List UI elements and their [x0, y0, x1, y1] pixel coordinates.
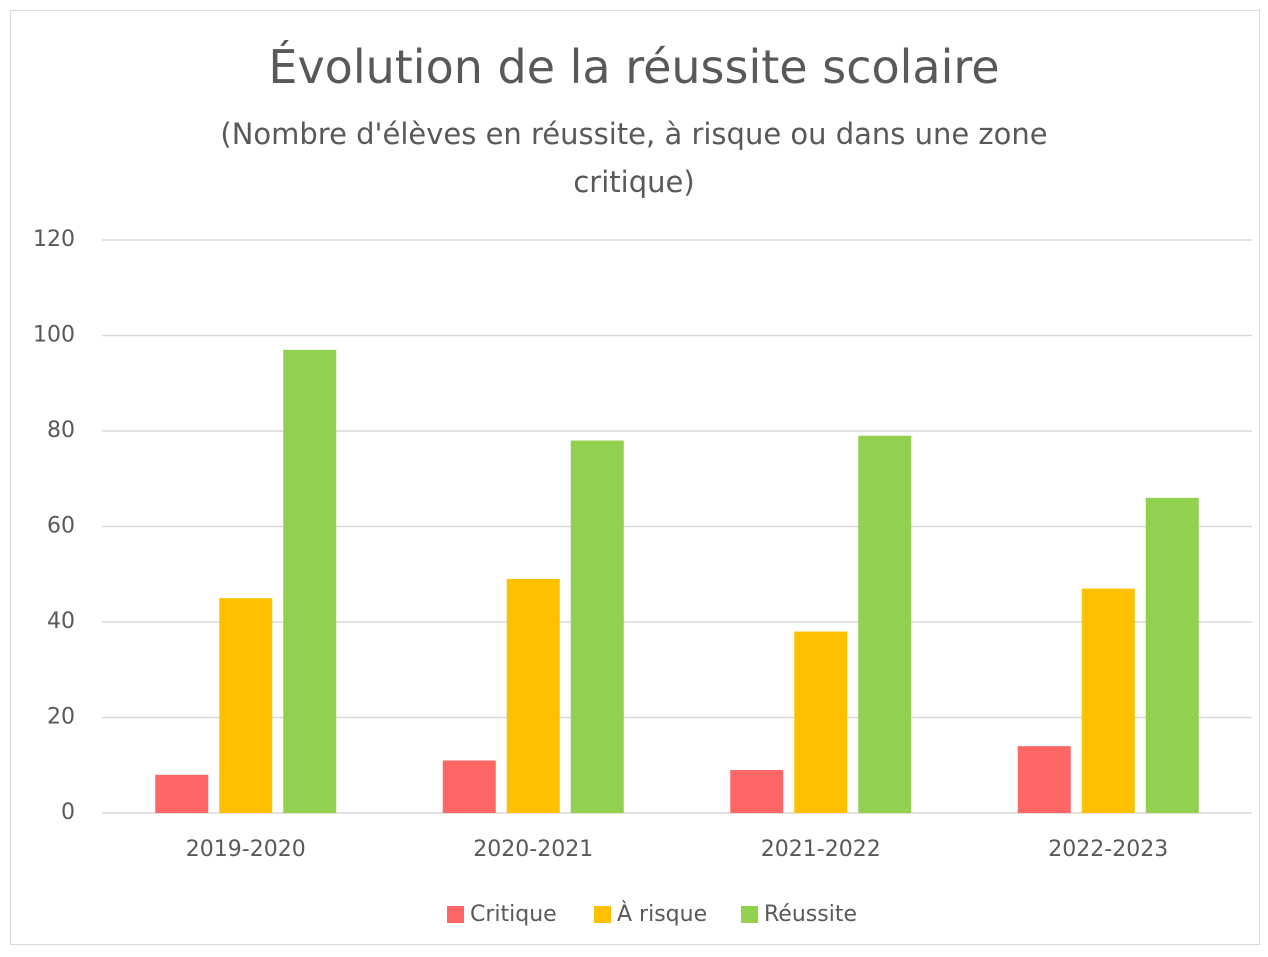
chart-frame — [10, 10, 1260, 945]
bar — [858, 435, 912, 813]
bar — [730, 770, 784, 813]
legend-swatch — [741, 906, 758, 923]
y-tick-label: 80 — [47, 418, 75, 443]
x-tick-label: 2020-2021 — [473, 837, 593, 862]
x-tick-label: 2019-2020 — [186, 837, 306, 862]
legend-swatch — [594, 906, 611, 923]
legend-swatch — [447, 906, 464, 923]
y-tick-label: 100 — [33, 323, 75, 348]
bar — [442, 760, 496, 813]
legend-label: À risque — [617, 901, 707, 927]
bar — [1017, 746, 1071, 813]
bar — [1081, 588, 1135, 813]
x-tick-label: 2022-2023 — [1048, 837, 1168, 862]
y-tick-label: 20 — [47, 705, 75, 730]
bar — [219, 598, 273, 813]
bar — [155, 774, 209, 813]
legend-label: Critique — [470, 902, 557, 927]
bar — [506, 579, 560, 813]
bar — [283, 349, 337, 813]
chart-subtitle: (Nombre d'élèves en réussite, à risque o… — [220, 117, 1048, 199]
y-tick-label: 40 — [47, 609, 75, 634]
bar — [1145, 497, 1199, 813]
y-tick-label: 60 — [47, 514, 75, 539]
bar — [794, 631, 848, 813]
y-tick-label: 120 — [33, 227, 75, 252]
chart-title: Évolution de la réussite scolaire — [268, 40, 1000, 94]
y-tick-label: 0 — [61, 800, 75, 825]
legend-label: Réussite — [764, 902, 857, 927]
bar — [570, 440, 624, 813]
x-tick-label: 2021-2022 — [761, 837, 881, 862]
